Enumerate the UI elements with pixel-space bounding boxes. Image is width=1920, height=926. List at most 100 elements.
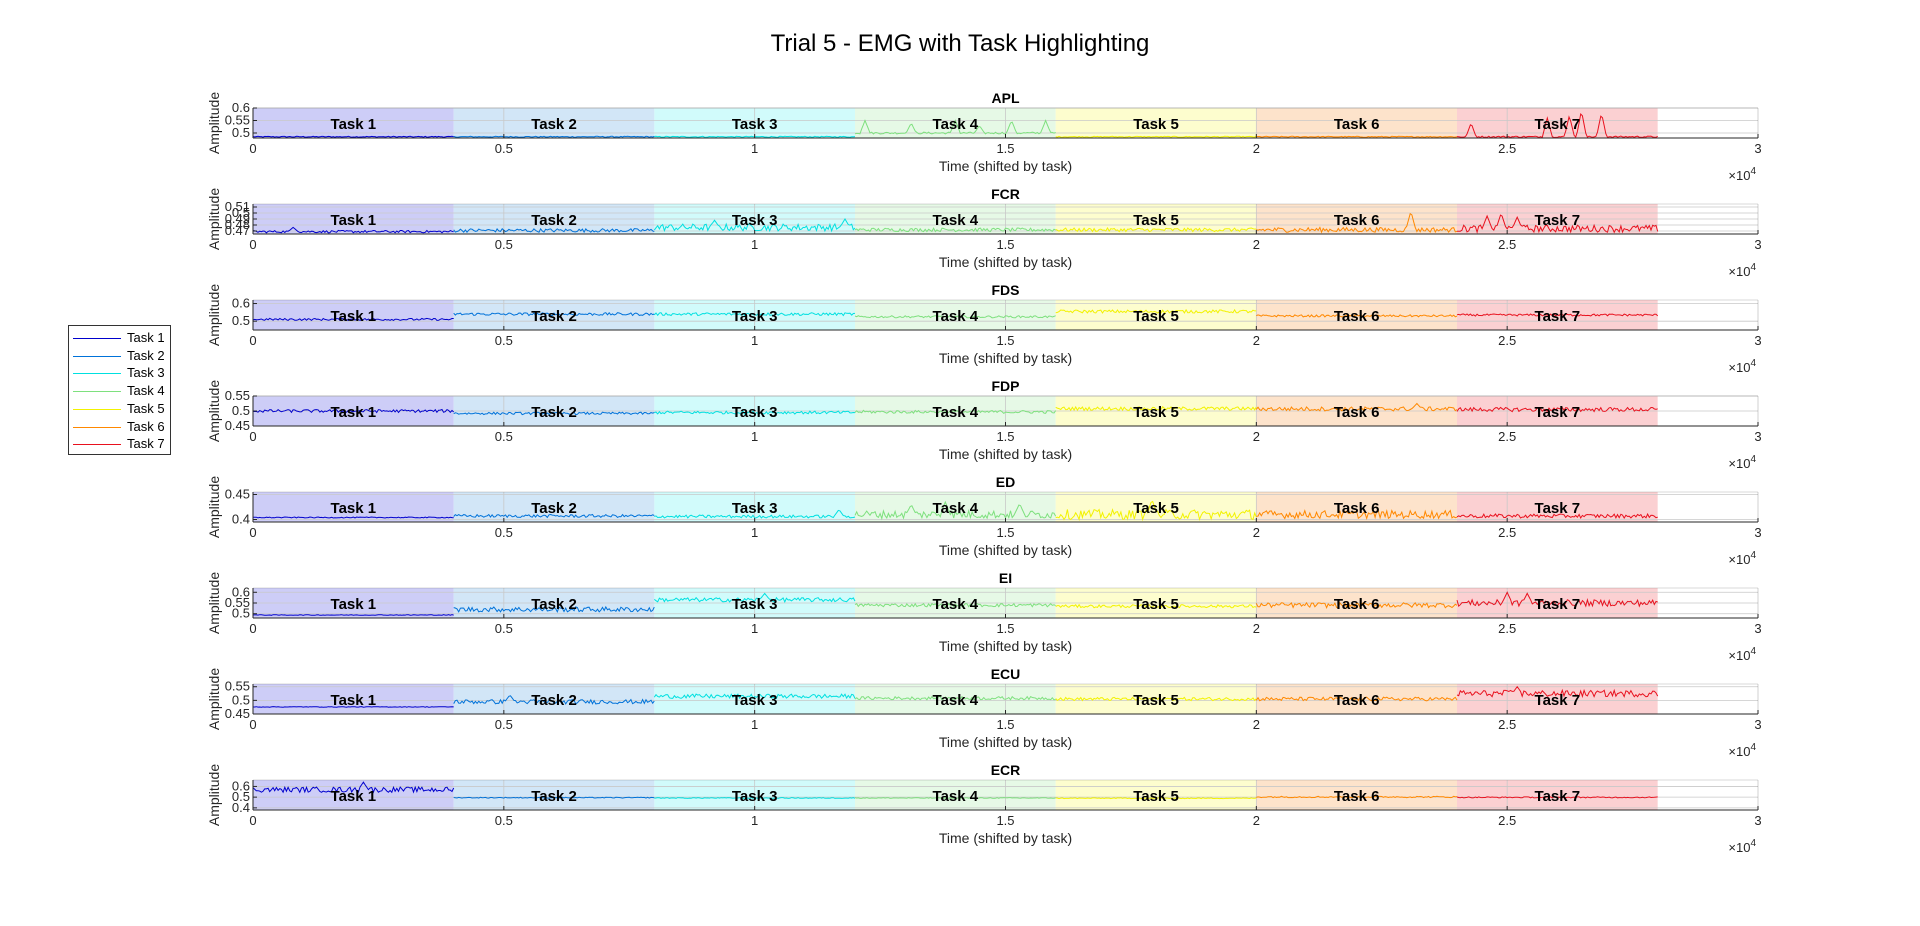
task-label: Task 3 — [732, 116, 778, 133]
x-tick-label: 2.5 — [1498, 237, 1516, 252]
task-shade — [1457, 492, 1658, 522]
legend-label: Task 1 — [127, 330, 165, 345]
legend-line-swatch — [73, 444, 121, 446]
y-axis-label: Amplitude — [206, 92, 222, 154]
series-line-1 — [252, 781, 455, 794]
x-tick-label: 1.5 — [996, 333, 1014, 348]
legend-label: Task 5 — [127, 400, 165, 416]
task-label: Task 2 — [531, 500, 577, 517]
legend-label: Task 6 — [127, 418, 165, 434]
series-line-2 — [453, 695, 655, 705]
x-tick-label: 2.5 — [1498, 813, 1516, 828]
subplot-title: FDP — [992, 378, 1020, 394]
x-tick-label: 1.5 — [996, 141, 1014, 156]
task-label: Task 6 — [1334, 212, 1380, 229]
task-label: Task 1 — [331, 692, 377, 709]
x-axis-label: Time (shifted by task) — [939, 638, 1072, 654]
legend-label: Task 2 — [127, 347, 165, 363]
task-label: Task 6 — [1334, 308, 1380, 325]
x-tick-label: 2.5 — [1498, 429, 1516, 444]
subplot-ed: Task 1 Task 2 Task 3 Task 4 Task 5 Task 6 Task… — [206, 474, 1762, 567]
y-tick-label: 0.6 — [232, 778, 250, 793]
y-tick-label: 0.5 — [232, 205, 250, 220]
task-label: Task 3 — [732, 788, 778, 805]
series-line-5 — [1055, 696, 1257, 702]
series-line-3 — [653, 693, 856, 700]
task-shade — [1055, 780, 1257, 810]
legend-item: Task 1 — [69, 330, 172, 346]
x-tick-label: 1 — [751, 717, 758, 732]
series-line-4 — [854, 695, 1056, 701]
x-exponent-power: 4 — [1750, 838, 1756, 849]
y-tick-label: 0.4 — [232, 800, 250, 815]
task-shade — [1055, 492, 1257, 522]
x-tick-label: 1 — [751, 621, 758, 636]
task-label: Task 4 — [933, 404, 979, 421]
series-line-6 — [1256, 314, 1458, 318]
task-label: Task 3 — [732, 308, 778, 325]
series-line-6 — [1255, 696, 1458, 702]
x-exponent-power: 4 — [1750, 358, 1756, 369]
task-label: Task 3 — [732, 692, 778, 709]
y-tick-label: 0.51 — [225, 199, 250, 214]
series-line-3 — [653, 311, 856, 317]
y-tick-label: 0.45 — [225, 487, 250, 502]
x-axis-label: Time (shifted by task) — [939, 830, 1072, 846]
series-line-3 — [654, 410, 856, 415]
x-axis-label: Time (shifted by task) — [939, 542, 1072, 558]
series-line-4 — [854, 797, 1056, 799]
subplot-title: FDS — [992, 282, 1020, 298]
y-tick-label: 0.48 — [225, 217, 250, 232]
task-shade — [855, 780, 1056, 810]
x-tick-label: 2 — [1253, 429, 1260, 444]
series-line-7 — [1456, 214, 1659, 234]
task-label: Task 7 — [1535, 116, 1581, 133]
task-label: Task 6 — [1334, 500, 1380, 517]
task-label: Task 5 — [1133, 308, 1179, 325]
y-tick-label: 0.55 — [225, 113, 250, 128]
x-tick-label: 1.5 — [996, 813, 1014, 828]
x-tick-label: 0.5 — [495, 237, 513, 252]
x-tick-label: 2 — [1253, 237, 1260, 252]
y-tick-label: 0.5 — [232, 789, 250, 804]
x-axis-label: Time (shifted by task) — [939, 446, 1072, 462]
task-label: Task 1 — [331, 404, 377, 421]
x-exponent-power: 4 — [1750, 646, 1756, 657]
y-axis-label: Amplitude — [206, 284, 222, 346]
series-line-1 — [252, 317, 454, 322]
task-label: Task 6 — [1334, 116, 1380, 133]
x-exponent-base: ×10 — [1728, 264, 1750, 279]
task-shade — [855, 492, 1056, 522]
legend-label: Task 3 — [127, 365, 165, 381]
subplot-fdp: Task 1 Task 2 Task 3 Task 4 Task 5 Task 6 Task… — [206, 378, 1762, 471]
y-tick-label: 0.6 — [232, 584, 250, 599]
task-label: Task 4 — [933, 596, 979, 613]
x-tick-label: 0.5 — [495, 141, 513, 156]
y-tick-label: 0.4 — [232, 512, 250, 527]
subplot-ecu: Task 1 Task 2 Task 3 Task 4 Task 5 Task 6 Task… — [206, 666, 1762, 759]
task-shade — [253, 684, 454, 714]
x-exponent-label: ×104 — [1728, 454, 1756, 471]
x-exponent-power: 4 — [1750, 262, 1756, 273]
x-tick-label: 2.5 — [1498, 717, 1516, 732]
series-line-5 — [1055, 226, 1257, 233]
x-exponent-base: ×10 — [1728, 552, 1750, 567]
y-axis-label: Amplitude — [206, 668, 222, 730]
subplot-fds: Task 1 Task 2 Task 3 Task 4 Task 5 Task 6 Task… — [206, 282, 1762, 375]
series-line-2 — [453, 605, 655, 614]
x-tick-label: 0 — [249, 141, 256, 156]
task-label: Task 7 — [1535, 692, 1581, 709]
x-axis-label: Time (shifted by task) — [939, 734, 1072, 750]
y-tick-label: 0.5 — [232, 125, 250, 140]
series-line-2 — [453, 227, 655, 234]
x-tick-label: 0.5 — [495, 621, 513, 636]
x-tick-label: 1 — [751, 813, 758, 828]
legend-item: Task 4 — [69, 383, 172, 399]
x-exponent-label: ×104 — [1728, 646, 1756, 663]
x-tick-label: 1.5 — [996, 525, 1014, 540]
x-tick-label: 0 — [249, 333, 256, 348]
series-line-3 — [653, 592, 856, 604]
task-label: Task 5 — [1133, 596, 1179, 613]
x-tick-label: 2.5 — [1498, 525, 1516, 540]
